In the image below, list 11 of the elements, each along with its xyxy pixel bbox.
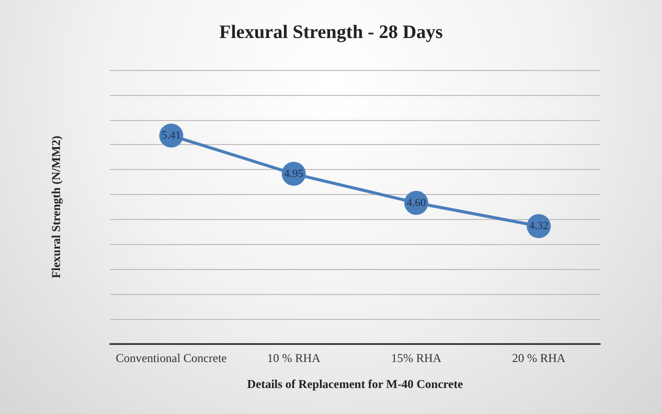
data-label: 4.60 (406, 196, 426, 209)
x-tick-label: 15% RHA (391, 351, 442, 365)
data-label: 4.32 (529, 220, 548, 232)
data-label: 5.41 (162, 130, 181, 142)
x-axis-title: Details of Replacement for M-40 Concrete (247, 377, 464, 391)
y-axis-title: Flexural Strength (N/MM2) (49, 136, 63, 278)
x-tick-label: 20 % RHA (512, 351, 566, 365)
x-tick-label: Conventional Concrete (116, 351, 227, 365)
x-tick-label: 10 % RHA (267, 351, 321, 365)
data-label: 4.95 (284, 168, 304, 180)
chart-title: Flexural Strength - 28 Days (219, 22, 443, 43)
